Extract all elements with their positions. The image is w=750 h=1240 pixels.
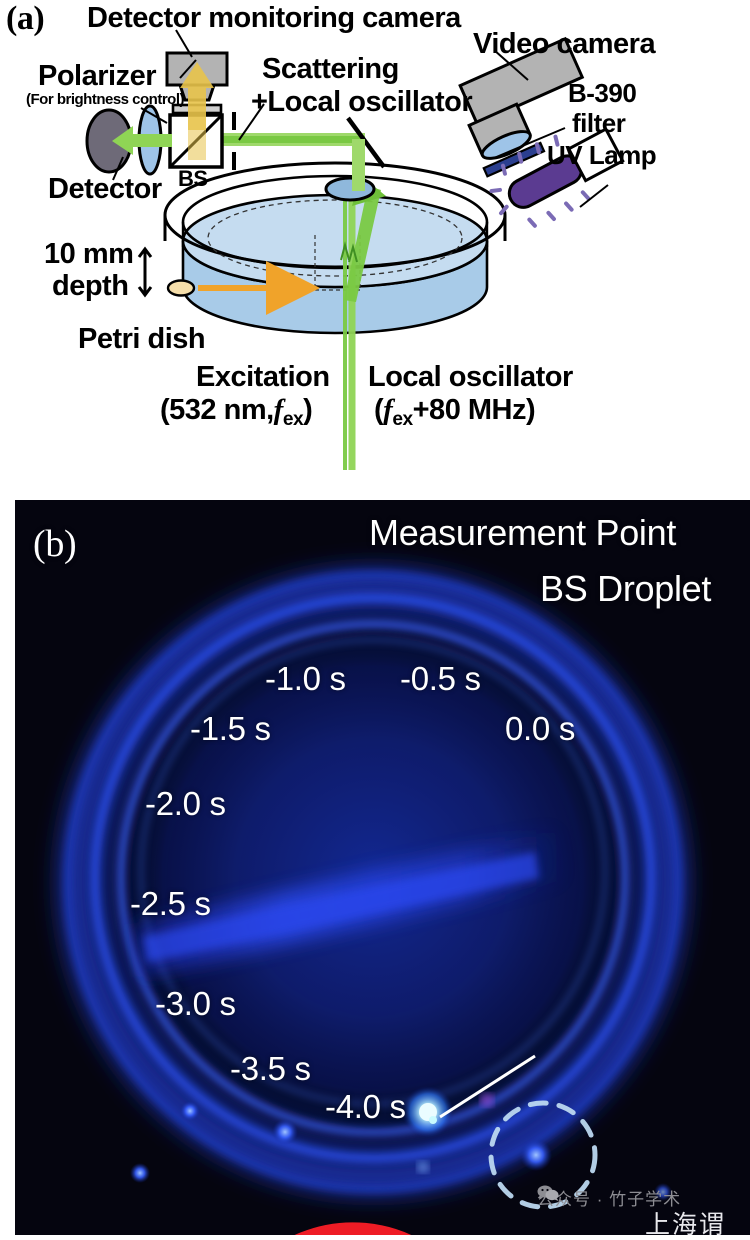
label-uv-lamp: UV Lamp xyxy=(547,140,657,170)
time-label-minus-3-0: -3.0 s xyxy=(155,985,236,1022)
label-b390-line1: B-390 xyxy=(568,78,637,108)
bs-droplet-dashed-circle xyxy=(488,1100,598,1210)
excitation-beam xyxy=(343,195,347,470)
steering-mirror xyxy=(346,116,386,169)
b390-filter-plate xyxy=(482,141,546,178)
label-excitation-params: (532 nm,fex) xyxy=(160,394,313,431)
label-depth-line2: depth xyxy=(52,270,129,302)
dish-liquid-surface xyxy=(181,193,489,289)
label-polarizer-note: (For brightness control) xyxy=(26,91,185,108)
label-scattering: Scattering xyxy=(262,53,399,85)
monitor-light-arrow xyxy=(180,62,214,130)
label-detector-monitoring-camera: Detector monitoring camera xyxy=(87,2,461,34)
measurement-point-leader xyxy=(439,1054,536,1119)
watermark-overlay: 上海谓 xyxy=(645,1211,727,1235)
leader-polarizer xyxy=(140,107,168,124)
watermark-channel: 公众号 · 竹子学术 xyxy=(537,1185,681,1210)
label-lo-params: (fex+80 MHz) xyxy=(374,394,536,431)
measurement-droplet xyxy=(324,176,376,202)
beam-inner-arrow-2 xyxy=(348,243,358,263)
panel-a-drawing xyxy=(85,29,625,470)
panel-b-tag: (b) xyxy=(33,523,77,565)
beam-inner-arrow-1 xyxy=(340,241,350,261)
lo-suffix: +80 MHz) xyxy=(412,394,536,426)
time-label-minus-0-5: -0.5 s xyxy=(400,660,481,697)
label-excitation: Excitation xyxy=(196,361,330,393)
dish-inner-rim-ring xyxy=(118,621,628,1135)
vertical-green-beam-segment xyxy=(352,139,365,191)
dish-outer-rim-ring xyxy=(64,571,682,1193)
droplet-cluster xyxy=(130,1093,672,1201)
label-bs-droplet: BS Droplet xyxy=(540,568,712,609)
detector-beam-arrow xyxy=(112,126,172,155)
label-plus-local-oscillator: +Local oscillator xyxy=(251,86,473,118)
label-video-camera: Video camera xyxy=(473,28,656,60)
monitor-light-arrow-tail xyxy=(188,130,206,160)
time-label-minus-1-5: -1.5 s xyxy=(190,710,271,747)
dish-outer-rim-ring2 xyxy=(90,593,656,1163)
label-depth-line1: 10 mm xyxy=(44,238,134,270)
panel-b-image xyxy=(15,500,750,1235)
excitation-symbol: f xyxy=(273,394,284,426)
panel-b-photograph: (b) Measurement Point BS Droplet -1.0 s … xyxy=(15,500,750,1235)
excitation-prefix: (532 nm, xyxy=(160,394,274,426)
lo-symbol-sub: ex xyxy=(392,409,413,431)
label-petri-dish: Petri dish xyxy=(78,323,206,355)
label-detector: Detector xyxy=(48,173,162,205)
time-label-minus-1-0: -1.0 s xyxy=(265,660,346,697)
video-camera-lens xyxy=(480,130,532,160)
leader-detector xyxy=(112,156,124,181)
scattered-beam xyxy=(344,186,381,302)
lo-prefix: ( xyxy=(374,394,384,426)
uv-lamp-rays xyxy=(489,134,591,228)
time-label-minus-2-5: -2.5 s xyxy=(130,885,211,922)
label-bs: BS xyxy=(178,166,208,191)
lo-symbol: f xyxy=(383,394,393,426)
wechat-icon xyxy=(537,1185,559,1201)
uv-lamp-base xyxy=(566,127,625,183)
label-b390-line2: filter xyxy=(572,108,626,138)
dish-inner-edge-ring xyxy=(139,638,607,1106)
reflection-streak xyxy=(133,830,563,978)
watermark-channel-text: 公众号 · 竹子学术 xyxy=(537,1190,682,1209)
label-measurement-point: Measurement Point xyxy=(369,512,677,553)
time-label-0-0: 0.0 s xyxy=(505,710,576,747)
leader-uv-lamp xyxy=(579,184,609,208)
excitation-symbol-sub: ex xyxy=(282,409,304,431)
horizontal-green-beam-core xyxy=(175,136,365,143)
time-label-minus-4-0: -4.0 s xyxy=(325,1088,406,1125)
droplet-marker xyxy=(166,279,196,297)
video-camera-body xyxy=(458,36,585,126)
excitation-suffix: ) xyxy=(303,394,313,426)
leader-b390-filter xyxy=(493,127,566,159)
dish-hidden-ellipse xyxy=(207,199,463,277)
time-label-minus-3-5: -3.5 s xyxy=(230,1050,311,1087)
leader-video-camera xyxy=(493,49,529,81)
panel-a-schematic: (a) Detector monitoring camera Polarizer… xyxy=(0,0,750,470)
leader-detector-camera xyxy=(175,29,193,58)
monitoring-camera-tilt-line xyxy=(179,59,197,79)
measurement-spot xyxy=(402,1086,454,1173)
label-local-oscillator: Local oscillator xyxy=(368,361,573,393)
label-polarizer: Polarizer xyxy=(38,60,157,92)
leader-scattering xyxy=(238,103,265,141)
rotation-arrow-clockwise xyxy=(294,1222,412,1235)
depth-arrow xyxy=(137,246,153,298)
time-label-minus-2-0: -2.0 s xyxy=(145,785,226,822)
panel-a-tag: (a) xyxy=(6,0,45,37)
